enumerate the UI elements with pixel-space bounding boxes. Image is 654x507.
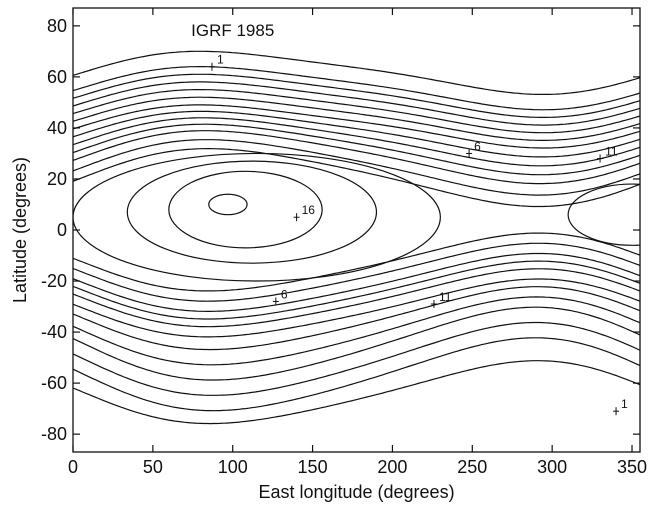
y-tick-label: -40: [41, 322, 67, 342]
x-tick-label: 250: [457, 457, 487, 477]
y-tick-label: 60: [47, 67, 67, 87]
contour-north-9: [73, 117, 640, 167]
contour-north-2: [73, 66, 640, 111]
contour-closed-4: [73, 152, 441, 282]
contour-north-7: [73, 104, 640, 149]
contour-south-4: [73, 260, 640, 320]
y-axis-label: Latitude (degrees): [10, 157, 30, 303]
x-tick-label: 150: [298, 457, 328, 477]
contour-south-8: [73, 296, 640, 366]
y-tick-label: 80: [47, 16, 67, 36]
contour-south-2: [73, 242, 640, 302]
x-tick-label: 300: [537, 457, 567, 477]
contour-north-13: [73, 148, 640, 208]
contour-label: 11: [439, 290, 452, 304]
axis-ticks: 0 50 100 150 200 250 300 350 -80 -60 -40 -20 0 20 40 60…: [41, 8, 647, 477]
y-tick-label: -20: [41, 271, 67, 291]
contour-south-3: [73, 252, 640, 312]
x-tick-label: 350: [617, 457, 647, 477]
contour-north-10: [73, 123, 640, 176]
contour-south-5: [73, 268, 640, 328]
x-tick-label: 0: [68, 457, 78, 477]
y-tick-label: 20: [47, 169, 67, 189]
contour-north-12: [73, 139, 640, 196]
contour-north-11: [73, 130, 640, 185]
contour-label: 16: [302, 203, 316, 217]
contour-north-3: [73, 73, 640, 118]
contour-north-6: [73, 96, 640, 141]
chart-title: IGRF 1985: [191, 21, 274, 40]
x-tick-label: 200: [377, 457, 407, 477]
contour-label: 1: [621, 397, 628, 411]
contour-south-10: [73, 321, 640, 396]
contour-south-7: [73, 286, 640, 351]
x-tick-label: 100: [218, 457, 248, 477]
y-tick-label: -80: [41, 424, 67, 444]
contour-south-6: [73, 278, 640, 338]
contour-label: 6: [281, 287, 288, 301]
contour-label: 6: [474, 139, 481, 153]
contour-south-11: [73, 337, 640, 412]
contour-label: 1: [217, 53, 224, 67]
contour-north-8: [73, 110, 640, 158]
x-tick-label: 50: [143, 457, 163, 477]
x-axis-label: East longitude (degrees): [258, 482, 454, 502]
contour-south-12: [73, 360, 640, 425]
contour-north-1: [73, 50, 640, 95]
contour-closed-1: [208, 193, 248, 216]
contour-lines: [73, 50, 640, 425]
contour-closed-5: [567, 183, 640, 246]
contour-south-1: [73, 232, 640, 292]
y-tick-label: 40: [47, 118, 67, 138]
y-tick-label: -60: [41, 373, 67, 393]
contour-label: 11: [605, 145, 618, 159]
contour-south-9: [73, 306, 640, 381]
contour-closed-3: [126, 160, 378, 264]
contour-north-4: [73, 81, 640, 126]
contour-closed-2: [168, 170, 323, 249]
y-tick-label: 0: [57, 220, 67, 240]
contour-north-5: [73, 89, 640, 134]
